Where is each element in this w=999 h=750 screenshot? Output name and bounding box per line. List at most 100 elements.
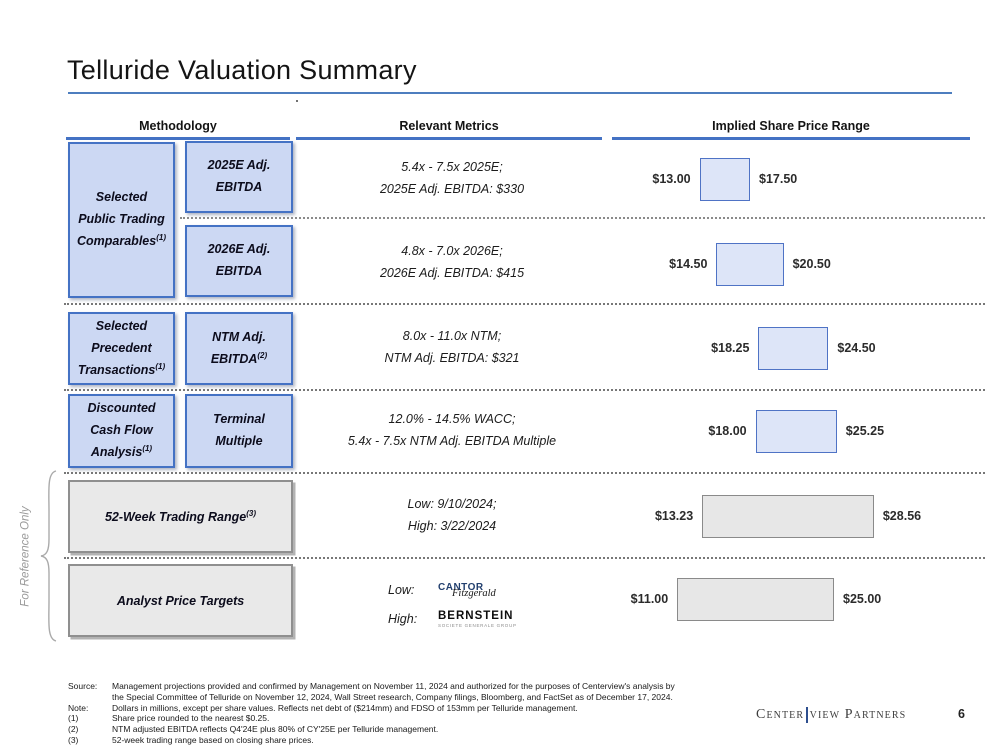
cantor-fitzgerald-logo: CANTOR Fitzgerald	[438, 581, 496, 599]
bar-high-value: $28.56	[882, 509, 922, 523]
bernstein-logo: BERNSTEIN SOCIETE GENERALE GROUP	[438, 610, 517, 628]
footnote-text: 52-week trading range based on closing s…	[112, 734, 314, 745]
submethod-box-2026e-ebitda: 2026E Adj. EBITDA	[185, 225, 293, 297]
group-label: Analyst Price Targets	[116, 593, 245, 608]
metrics-2025e: 5.4x - 7.5x 2025E; 2025E Adj. EBITDA: $3…	[296, 156, 608, 200]
range-bar-analyst	[677, 578, 834, 621]
bar-high-value: $25.00	[843, 592, 882, 606]
bar-high-value: $17.50	[759, 172, 798, 186]
reference-brace	[40, 470, 57, 642]
bar-low-value: $11.00	[630, 592, 669, 606]
footnote-label: (2)	[68, 724, 79, 735]
footnote-marker: (2)	[257, 350, 268, 360]
methodology-box-analyst-targets: Analyst Price Targets	[68, 564, 293, 637]
metrics-line: Low: 9/10/2024;	[407, 497, 497, 511]
submethod-box-terminal-multiple: Terminal Multiple	[185, 394, 293, 468]
metrics-line: 12.0% - 14.5% WACC;	[388, 412, 516, 426]
column-header-methodology: Methodology	[139, 119, 217, 133]
metrics-line: 2025E Adj. EBITDA: $330	[379, 182, 525, 196]
metrics-2026e: 4.8x - 7.0x 2026E; 2026E Adj. EBITDA: $4…	[296, 240, 608, 284]
footnote-label: Note:	[68, 702, 89, 713]
column-header-implied-share-price-range: Implied Share Price Range	[712, 119, 870, 133]
footnote-text: Management projections provided and conf…	[112, 681, 675, 691]
metrics-line: 8.0x - 11.0x NTM;	[402, 329, 502, 343]
bar-high-value: $25.25	[845, 424, 885, 438]
metrics-line: High: 3/22/2024	[407, 519, 497, 533]
group-label: Selected Precedent Transactions	[77, 318, 156, 377]
footnote-marker: (1)	[142, 444, 153, 453]
range-bar-ntm	[758, 327, 829, 370]
cantor-wordmark: CANTOR	[438, 582, 484, 593]
metrics-52-week: Low: 9/10/2024; High: 3/22/2024	[296, 493, 608, 537]
submethod-box-2025e-ebitda: 2025E Adj. EBITDA	[185, 141, 293, 213]
logo-blue-bar	[805, 707, 809, 723]
stray-dot	[296, 100, 298, 102]
title-underline	[68, 92, 952, 94]
bar-low-value: $18.25	[711, 341, 750, 355]
metrics-line: 5.4x - 7.5x 2025E;	[401, 160, 503, 174]
footnote-text: Share price rounded to the nearest $0.25…	[112, 713, 270, 724]
bar-low-value: $14.50	[669, 257, 708, 271]
metrics-underline	[296, 137, 602, 140]
group-label: 52-Week Trading Range	[104, 509, 247, 524]
metrics-line: 2026E Adj. EBITDA: $415	[379, 266, 525, 280]
metrics-dcf: 12.0% - 14.5% WACC; 5.4x - 7.5x NTM Adj.…	[296, 408, 608, 452]
bar-high-value: $20.50	[792, 257, 831, 271]
footnote-text: the Special Committee of Telluride on No…	[112, 691, 673, 702]
range-bar-52-week	[702, 495, 874, 538]
group-label: Discounted Cash Flow Analysis	[87, 401, 156, 459]
row-separator	[64, 303, 985, 305]
centerview-partners-logo: Center view Partners	[756, 707, 906, 723]
bar-low-value: $18.00	[708, 424, 747, 438]
methodology-box-precedent-transactions: Selected Precedent Transactions(1)	[68, 312, 175, 385]
footnotes: Source: Management projections provided a…	[68, 681, 828, 746]
submethod-box-ntm-ebitda: NTM Adj. EBITDA(2)	[185, 312, 293, 385]
footnote-label	[68, 692, 112, 703]
bar-low-value: $13.23	[654, 509, 694, 523]
footnote-text: Dollars in millions, except per share va…	[112, 702, 578, 713]
footnote-text: NTM adjusted EBITDA reflects Q4'24E plus…	[112, 724, 439, 735]
metrics-line: NTM Adj. EBITDA: $321	[384, 351, 520, 365]
metrics-ntm: 8.0x - 11.0x NTM; NTM Adj. EBITDA: $321	[296, 325, 608, 369]
row-separator	[180, 217, 985, 219]
footnote-marker: (1)	[155, 361, 166, 371]
group-label: Selected Public Trading Comparables	[77, 190, 165, 248]
methodology-underline	[66, 137, 290, 140]
methodology-box-52-week-range: 52-Week Trading Range(3)	[68, 480, 293, 553]
submethod-label: NTM Adj. EBITDA	[210, 329, 266, 366]
fitzgerald-script: Fitzgerald	[452, 588, 496, 599]
submethod-label: Terminal Multiple	[213, 412, 265, 448]
bar-low-value: $13.00	[652, 172, 691, 186]
methodology-box-dcf: Discounted Cash Flow Analysis(1)	[68, 394, 175, 468]
footnote-label: (3)	[68, 734, 79, 745]
range-bar-2025e	[699, 158, 750, 201]
footnote-marker: (1)	[156, 233, 166, 242]
bar-high-value: $24.50	[837, 341, 876, 355]
high-label: High:	[388, 611, 418, 626]
row-separator	[64, 557, 985, 559]
submethod-label: 2025E Adj. EBITDA	[207, 158, 271, 194]
societe-generale-caption: SOCIETE GENERALE GROUP	[438, 622, 517, 628]
footnote-label: Source:	[68, 681, 98, 691]
for-reference-only-label: For Reference Only	[19, 506, 32, 607]
low-label: Low:	[388, 582, 415, 597]
page-title: Telluride Valuation Summary	[67, 55, 417, 85]
column-header-relevant-metrics: Relevant Metrics	[399, 119, 499, 133]
metrics-line: 4.8x - 7.0x 2026E;	[401, 244, 503, 258]
submethod-label: 2026E Adj. EBITDA	[207, 242, 271, 278]
footnote-label: (1)	[68, 713, 79, 724]
range-bar-2026e	[716, 243, 784, 286]
methodology-box-public-comparables: Selected Public Trading Comparables(1)	[68, 142, 175, 298]
bernstein-wordmark: BERNSTEIN	[438, 609, 514, 622]
row-separator	[64, 472, 985, 474]
footnote-marker: (3)	[246, 508, 257, 518]
metrics-line: 5.4x - 7.5x NTM Adj. EBITDA Multiple	[347, 434, 557, 448]
row-separator	[64, 389, 985, 391]
implied-underline	[612, 137, 970, 140]
logo-text-view-partners: view Partners	[809, 707, 907, 722]
range-bar-dcf	[755, 410, 837, 453]
page-number: 6	[958, 707, 965, 721]
metrics-analyst-targets: Low: CANTOR Fitzgerald High: BERNSTEIN S…	[388, 576, 608, 632]
logo-text-center: Center	[756, 707, 805, 722]
